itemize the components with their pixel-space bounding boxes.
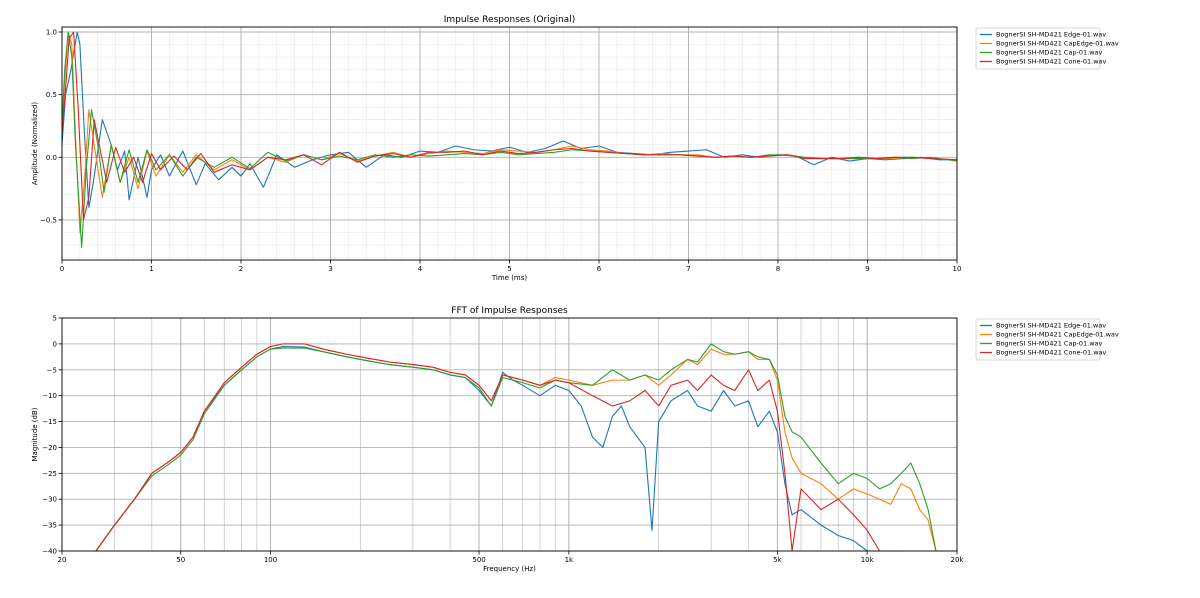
y-tick-label: 0.5 [46, 91, 57, 99]
legend-entry: BognerSI SH-MD421 Edge-01.wav [996, 322, 1106, 330]
x-tick-label: 500 [472, 556, 485, 564]
x-tick-label: 50 [176, 556, 185, 564]
x-tick-label: 8 [776, 265, 780, 273]
legend-entry: BognerSI SH-MD421 CapEdge-01.wav [996, 331, 1119, 339]
x-tick-label: 20 [58, 556, 67, 564]
plot-frame [61, 317, 958, 552]
legend-box [975, 27, 1101, 70]
x-tick-label: 7 [686, 265, 690, 273]
legend-entry: BognerSI SH-MD421 CapEdge-01.wav [996, 40, 1119, 48]
x-axis-label: Frequency (Hz) [483, 565, 536, 573]
chart-1: 0 1 2 3 4 5 6 7 8 9 10 −0.5 0.0 0.5 1.0 Impulse Respons… [31, 15, 1119, 282]
y-tick-label: 0 [53, 340, 57, 348]
y-tick-label: −35 [42, 522, 57, 530]
y-tick-label: 1.0 [46, 29, 57, 37]
x-tick-label: 10 [953, 265, 962, 273]
chart-title: Impulse Responses (Original) [444, 15, 575, 25]
series-line-4 [61, 31, 958, 221]
x-tick-label: 4 [418, 265, 423, 273]
legend-entry: BognerSI SH-MD421 Cone-01.wav [996, 349, 1107, 357]
y-axis-label: Magnitude (dB) [31, 407, 39, 461]
x-axis-label: Time (ms) [491, 274, 528, 282]
legend-box [975, 318, 1101, 361]
y-tick-label: −10 [42, 392, 57, 400]
y-tick-label: −25 [42, 470, 57, 478]
x-tick-label: 20k [951, 556, 965, 564]
y-tick-label: 5 [53, 315, 57, 323]
legend-entry: BognerSI SH-MD421 Cap-01.wav [996, 340, 1103, 348]
x-tick-label: 3 [328, 265, 332, 273]
x-tick-label: 9 [865, 265, 869, 273]
y-tick-label: 0.0 [46, 154, 57, 162]
series-group [61, 31, 958, 249]
x-tick-label: 2 [239, 265, 243, 273]
series-line-3 [61, 31, 958, 249]
y-axis-label: Amplitude (Normalized) [31, 102, 39, 186]
y-tick-label: −20 [42, 444, 57, 452]
y-tick-label: −5 [47, 366, 57, 374]
x-tick-label: 6 [597, 265, 602, 273]
x-tick-label: 1 [149, 265, 153, 273]
legend-entry: BognerSI SH-MD421 Edge-01.wav [996, 31, 1106, 39]
y-tick-label: −0.5 [40, 216, 57, 224]
x-tick-label: 5 [507, 265, 511, 273]
x-tick-label: 100 [264, 556, 277, 564]
x-tick-label: 1k [565, 556, 574, 564]
legend-entry: BognerSI SH-MD421 Cap-01.wav [996, 49, 1103, 57]
y-tick-label: −40 [42, 548, 57, 556]
y-tick-label: −15 [42, 418, 57, 426]
chart-2: 20 50 100 500 1k 5k 10k 20k−40−35−30−25−20−15−1… [31, 306, 1119, 573]
x-tick-label: 5k [773, 556, 782, 564]
y-tick-label: −30 [42, 496, 57, 504]
series-group [95, 343, 937, 552]
legend-entry: BognerSI SH-MD421 Cone-01.wav [996, 58, 1107, 66]
chart-title: FFT of Impulse Responses [451, 306, 568, 316]
plot-frame [61, 26, 958, 261]
x-tick-label: 0 [60, 265, 64, 273]
x-tick-label: 10k [861, 556, 875, 564]
series-line-4 [95, 343, 902, 552]
